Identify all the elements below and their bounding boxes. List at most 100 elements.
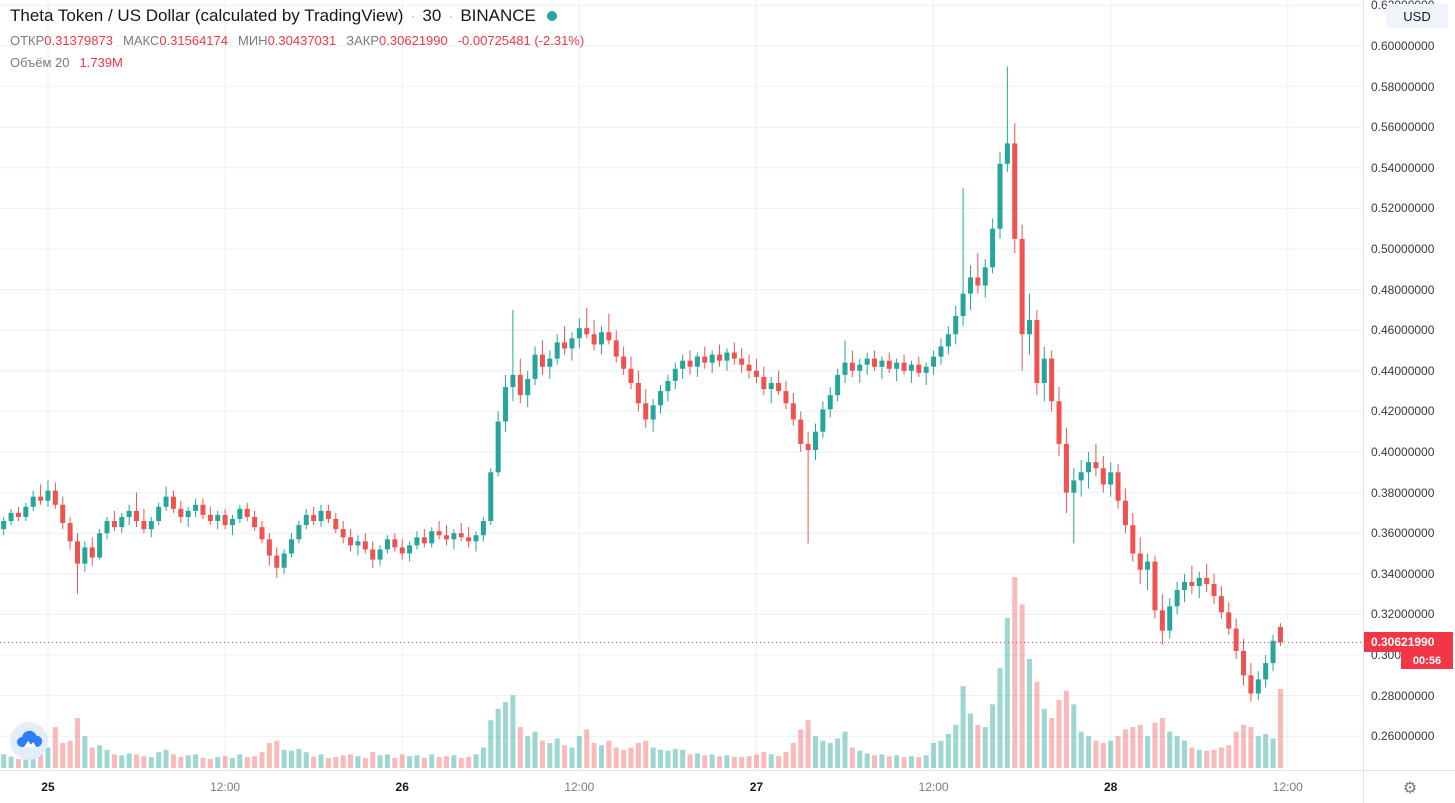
- volume-bar: [510, 695, 516, 768]
- volume-bar: [569, 747, 575, 768]
- volume-bar: [97, 745, 103, 768]
- candle-body: [812, 431, 818, 450]
- candle-body: [244, 508, 250, 517]
- interval-label: 30: [422, 6, 442, 25]
- volume-bar: [525, 736, 531, 768]
- volume-bar: [421, 758, 427, 768]
- volume-bar: [945, 733, 951, 768]
- candle-body: [672, 368, 678, 381]
- candle-body: [67, 523, 73, 542]
- volume-bar: [495, 708, 501, 768]
- volume-bar: [628, 747, 634, 768]
- high-label: МАКС: [122, 33, 160, 48]
- volume-bar: [503, 702, 509, 768]
- candle-body: [724, 352, 730, 361]
- candle-body: [702, 356, 708, 363]
- separator: ·: [410, 7, 416, 25]
- candle-body: [517, 374, 523, 396]
- price-axis-label: 0.28000000: [1371, 688, 1435, 703]
- volume-bar: [1, 754, 7, 768]
- axis-corner: ⚙: [1363, 770, 1455, 803]
- volume-bar: [104, 749, 110, 768]
- candle-body: [30, 496, 36, 507]
- candle-body: [1115, 472, 1121, 501]
- volume-bar: [1012, 577, 1018, 768]
- candle-body: [982, 267, 988, 286]
- volume-bar: [783, 752, 789, 768]
- candle-body: [1004, 143, 1010, 164]
- currency-toggle-button[interactable]: USD: [1386, 4, 1448, 28]
- volume-bar: [333, 757, 339, 768]
- candle-body: [945, 334, 951, 347]
- volume-bar: [30, 752, 36, 768]
- volume-bar: [643, 740, 649, 768]
- volume-bar: [1211, 749, 1217, 768]
- candle-body: [1027, 320, 1033, 335]
- candle-body: [1241, 650, 1247, 676]
- volume-bar: [311, 756, 317, 768]
- price-axis-label: 0.48000000: [1371, 282, 1435, 297]
- candle-body: [141, 521, 147, 530]
- high-value: 0.31564174: [159, 33, 228, 48]
- time-axis-label: 12:00: [564, 780, 595, 794]
- volume-bar: [967, 713, 973, 768]
- candle-body: [1137, 553, 1143, 570]
- candle-body: [1255, 679, 1261, 694]
- volume-bar: [820, 740, 826, 768]
- candle-body: [1263, 663, 1269, 680]
- candle-body: [739, 358, 745, 365]
- candle-body: [658, 391, 664, 406]
- volume-bar: [1034, 681, 1040, 768]
- volume-bar: [1189, 747, 1195, 768]
- candle-body: [384, 539, 390, 550]
- chart-legend-series[interactable]: Theta Token / US Dollar (calculated by T…: [10, 6, 584, 26]
- volume-bar: [1004, 618, 1010, 768]
- candle-body: [340, 529, 346, 538]
- volume-bar: [407, 756, 413, 768]
- volume-bar: [886, 756, 892, 768]
- volume-bar: [237, 754, 243, 768]
- volume-bar: [908, 756, 914, 768]
- volume-bar: [185, 755, 191, 768]
- volume-bar: [436, 757, 442, 768]
- volume-bar: [1248, 727, 1254, 768]
- candle-body: [798, 419, 804, 444]
- volume-bar: [370, 752, 376, 768]
- volume-bar: [274, 740, 280, 768]
- volume-bar: [1233, 731, 1239, 768]
- candle-body: [1196, 577, 1202, 586]
- candle-body: [975, 277, 981, 286]
- settings-gear-icon[interactable]: ⚙: [1402, 777, 1418, 797]
- candle-body: [178, 508, 184, 517]
- time-axis-label: 27: [749, 780, 764, 794]
- volume-bar: [399, 754, 405, 768]
- tradingview-logo[interactable]: [10, 722, 48, 760]
- price-axis[interactable]: 0.620000000.600000000.580000000.56000000…: [1363, 0, 1455, 770]
- volume-bar: [702, 755, 708, 768]
- candle-body: [156, 506, 162, 522]
- low-value: 0.30437031: [267, 33, 337, 48]
- time-axis[interactable]: 25 12:00 26 12:00 27 12:00 28 12:00: [0, 770, 1363, 803]
- price-chart-canvas[interactable]: Theta Token / US Dollar (calculated by T…: [0, 0, 1363, 770]
- volume-bar: [303, 752, 309, 768]
- candle-body: [1093, 462, 1099, 469]
- time-axis-label: 12:00: [210, 780, 241, 794]
- candle-body: [1226, 612, 1232, 629]
- volume-bar: [15, 758, 21, 768]
- volume-bar: [38, 754, 44, 768]
- candle-body: [872, 358, 878, 367]
- candle-body: [207, 514, 213, 522]
- candle-body: [259, 527, 265, 540]
- volume-bar: [606, 740, 612, 768]
- candle-body: [414, 537, 420, 546]
- volume-bar: [119, 755, 125, 768]
- change-value: -0.00725481 (-2.31%): [457, 33, 585, 48]
- volume-bar: [148, 757, 154, 768]
- candle-body: [916, 364, 922, 373]
- volume-bar: [916, 757, 922, 768]
- candle-body: [370, 549, 376, 560]
- candlestick-chart: [0, 0, 1363, 770]
- candle-body: [1071, 480, 1077, 493]
- volume-value: 1.739M: [79, 55, 123, 70]
- volume-bar: [894, 755, 900, 768]
